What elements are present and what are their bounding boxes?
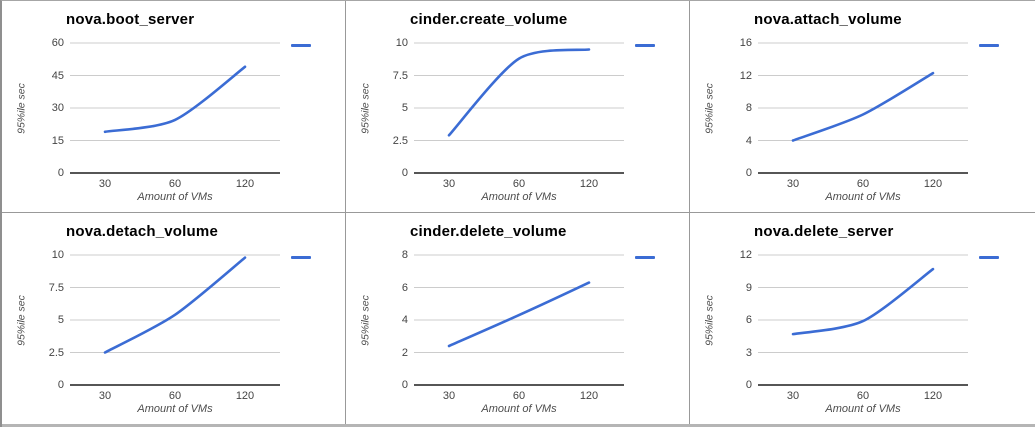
- x-tick-label: 120: [923, 390, 943, 402]
- x-axis-title: Amount of VMs: [137, 403, 213, 415]
- x-tick-label: 30: [98, 390, 112, 402]
- chart-title: nova.detach_volume: [66, 223, 218, 240]
- line-chart-plot[interactable]: [690, 213, 1034, 424]
- chart-title: nova.delete_server: [754, 223, 894, 240]
- y-tick-label: 0: [57, 379, 64, 391]
- x-tick-label: 60: [512, 178, 526, 190]
- x-axis-title: Amount of VMs: [825, 403, 901, 415]
- x-tick-label: 60: [856, 178, 870, 190]
- line-chart-plot[interactable]: [690, 1, 1034, 212]
- y-tick-label: 4: [401, 314, 408, 326]
- y-tick-label: 0: [745, 167, 752, 179]
- chart-title: cinder.delete_volume: [410, 223, 567, 240]
- chart-title: cinder.create_volume: [410, 11, 568, 28]
- y-tick-label: 3: [745, 347, 752, 359]
- bottom-strip: [2, 424, 1035, 427]
- y-tick-label: 6: [745, 314, 752, 326]
- x-tick-label: 60: [168, 390, 182, 402]
- series-legend-dash: [291, 44, 311, 47]
- line-chart-plot[interactable]: [346, 1, 690, 212]
- series-legend-dash: [291, 256, 311, 259]
- y-tick-label: 16: [739, 37, 752, 49]
- x-tick-label: 30: [786, 390, 800, 402]
- y-tick-label: 8: [745, 102, 752, 114]
- y-tick-label: 45: [51, 70, 64, 82]
- x-tick-label: 120: [579, 390, 599, 402]
- y-tick-label: 15: [51, 135, 64, 147]
- y-tick-label: 7.5: [392, 70, 408, 82]
- x-tick-label: 30: [442, 390, 456, 402]
- chart-title: nova.attach_volume: [754, 11, 902, 28]
- y-tick-label: 9: [745, 282, 752, 294]
- x-tick-label: 120: [923, 178, 943, 190]
- y-tick-label: 0: [401, 167, 408, 179]
- series-legend-dash: [979, 256, 999, 259]
- y-tick-label: 4: [745, 135, 752, 147]
- y-tick-label: 10: [395, 37, 408, 49]
- y-tick-label: 5: [57, 314, 64, 326]
- y-tick-label: 2: [401, 347, 408, 359]
- chart-cell-nova-delete-server: nova.delete_server 95%ile sec 0 3 6 9 12 30 6…: [690, 213, 1035, 424]
- y-tick-label: 6: [401, 282, 408, 294]
- x-tick-label: 60: [856, 390, 870, 402]
- series-legend-dash: [635, 256, 655, 259]
- series-legend-dash: [979, 44, 999, 47]
- line-chart-plot[interactable]: [2, 1, 346, 212]
- y-tick-label: 30: [51, 102, 64, 114]
- y-tick-label: 2.5: [392, 135, 408, 147]
- x-tick-label: 30: [442, 178, 456, 190]
- x-tick-label: 120: [235, 178, 255, 190]
- x-tick-label: 120: [235, 390, 255, 402]
- y-tick-label: 12: [739, 70, 752, 82]
- series-legend-dash: [635, 44, 655, 47]
- y-tick-label: 8: [401, 249, 408, 261]
- chart-cell-cinder-create-volume: cinder.create_volume 95%ile sec 0 2.5 5 7.5…: [346, 1, 690, 213]
- x-axis-title: Amount of VMs: [481, 403, 557, 415]
- y-tick-label: 0: [401, 379, 408, 391]
- chart-title: nova.boot_server: [66, 11, 195, 28]
- x-axis-title: Amount of VMs: [481, 191, 557, 203]
- x-tick-label: 30: [98, 178, 112, 190]
- chart-cell-nova-boot-server: nova.boot_server 95%ile sec 0 15 30 45 60 30…: [2, 1, 346, 213]
- x-tick-label: 30: [786, 178, 800, 190]
- y-tick-label: 7.5: [48, 282, 64, 294]
- y-tick-label: 60: [51, 37, 64, 49]
- x-tick-label: 60: [168, 178, 182, 190]
- x-axis-title: Amount of VMs: [825, 191, 901, 203]
- line-chart-plot[interactable]: [2, 213, 346, 424]
- line-chart-plot[interactable]: [346, 213, 690, 424]
- x-tick-label: 120: [579, 178, 599, 190]
- chart-cell-nova-detach-volume: nova.detach_volume 95%ile sec 0 2.5 5 7.5 10…: [2, 213, 346, 424]
- y-tick-label: 5: [401, 102, 408, 114]
- y-tick-label: 10: [51, 249, 64, 261]
- chart-cell-nova-attach-volume: nova.attach_volume 95%ile sec 0 4 8 12 16 30…: [690, 1, 1035, 213]
- x-axis-title: Amount of VMs: [137, 191, 213, 203]
- y-tick-label: 2.5: [48, 347, 64, 359]
- y-tick-label: 0: [57, 167, 64, 179]
- y-tick-label: 0: [745, 379, 752, 391]
- x-tick-label: 60: [512, 390, 526, 402]
- y-tick-label: 12: [739, 249, 752, 261]
